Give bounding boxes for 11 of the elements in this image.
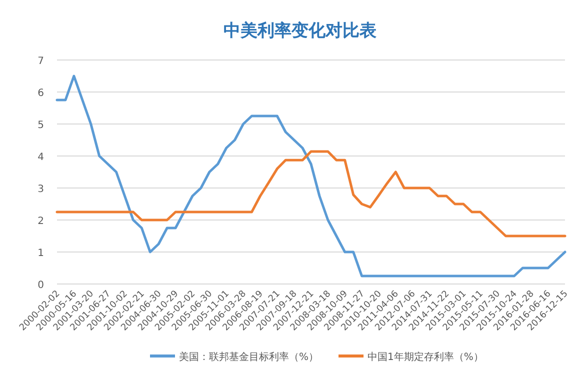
y-tick-label: 6 [38, 88, 44, 99]
chart-title: 中美利率变化对比表 [224, 21, 378, 41]
y-tick-label: 5 [38, 120, 44, 131]
y-tick-label: 4 [38, 152, 44, 163]
y-tick-label: 2 [38, 216, 44, 227]
y-tick-label: 7 [38, 56, 44, 67]
legend-label: 美国：联邦基金目标利率（%） [179, 351, 319, 363]
y-tick-label: 0 [38, 280, 44, 291]
legend-label: 中国1年期定存利率（%） [368, 351, 484, 363]
y-tick-label: 3 [38, 184, 44, 195]
y-tick-label: 1 [38, 248, 44, 259]
